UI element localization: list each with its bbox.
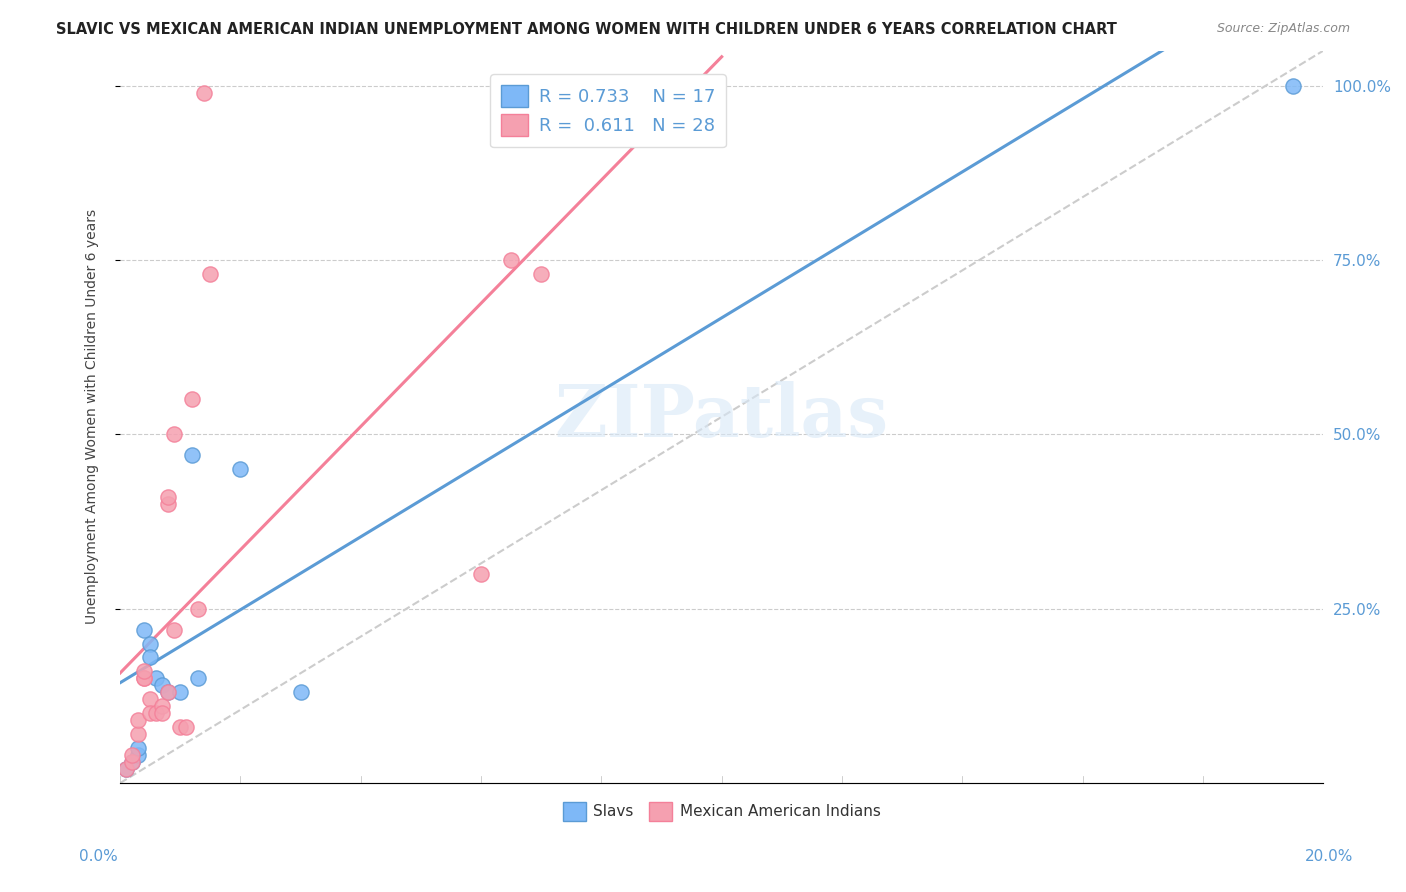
Point bbox=[115, 762, 138, 776]
Point bbox=[163, 623, 186, 637]
Point bbox=[127, 713, 149, 727]
Text: SLAVIC VS MEXICAN AMERICAN INDIAN UNEMPLOYMENT AMONG WOMEN WITH CHILDREN UNDER 6: SLAVIC VS MEXICAN AMERICAN INDIAN UNEMPL… bbox=[56, 22, 1118, 37]
Point bbox=[181, 448, 204, 462]
Point bbox=[181, 392, 204, 407]
Point bbox=[157, 685, 180, 699]
Point bbox=[157, 490, 180, 504]
Point bbox=[157, 497, 180, 511]
Point bbox=[134, 672, 156, 686]
Point bbox=[127, 727, 149, 741]
Point bbox=[115, 762, 138, 776]
Text: 20.0%: 20.0% bbox=[1305, 849, 1353, 863]
Point bbox=[145, 672, 167, 686]
Point bbox=[127, 748, 149, 763]
Point bbox=[1282, 78, 1305, 93]
Point bbox=[121, 755, 143, 769]
Text: ZIPatlas: ZIPatlas bbox=[554, 382, 889, 452]
Point bbox=[530, 267, 553, 281]
Point bbox=[134, 665, 156, 679]
Point bbox=[187, 672, 209, 686]
Point bbox=[501, 86, 523, 100]
Point bbox=[200, 267, 222, 281]
Point bbox=[169, 685, 191, 699]
Point bbox=[139, 636, 162, 650]
Point bbox=[501, 252, 523, 267]
Point bbox=[139, 706, 162, 721]
Point bbox=[145, 706, 167, 721]
Point bbox=[591, 86, 613, 100]
Point bbox=[176, 720, 198, 734]
Point bbox=[157, 685, 180, 699]
Point bbox=[139, 692, 162, 706]
Point bbox=[150, 706, 173, 721]
Point bbox=[121, 748, 143, 763]
Point bbox=[134, 672, 156, 686]
Text: 0.0%: 0.0% bbox=[79, 849, 118, 863]
Point bbox=[121, 755, 143, 769]
Text: Source: ZipAtlas.com: Source: ZipAtlas.com bbox=[1216, 22, 1350, 36]
Point bbox=[169, 720, 191, 734]
Point bbox=[127, 741, 149, 756]
Point bbox=[187, 601, 209, 615]
Point bbox=[139, 650, 162, 665]
Point bbox=[290, 685, 312, 699]
Point bbox=[470, 566, 492, 581]
Legend: Slavs, Mexican American Indians: Slavs, Mexican American Indians bbox=[557, 796, 887, 827]
Point bbox=[150, 678, 173, 692]
Point bbox=[134, 623, 156, 637]
Point bbox=[150, 699, 173, 714]
Point bbox=[229, 462, 252, 476]
Point bbox=[193, 86, 215, 100]
Point bbox=[163, 427, 186, 442]
Y-axis label: Unemployment Among Women with Children Under 6 years: Unemployment Among Women with Children U… bbox=[86, 210, 100, 624]
